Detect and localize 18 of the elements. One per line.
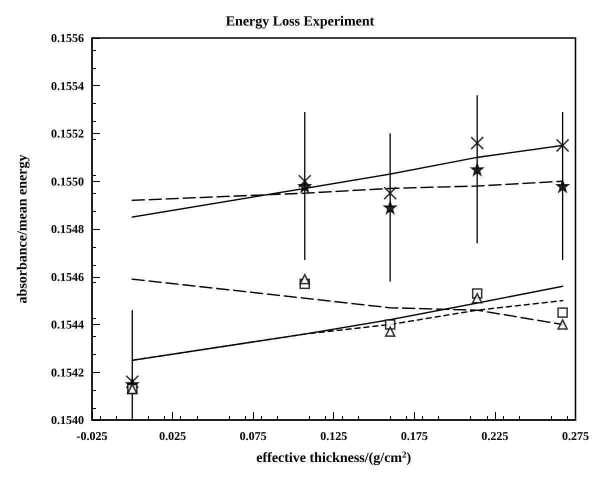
y-tick-label: 0.1540: [51, 413, 84, 427]
x-tick-label: 0.275: [562, 429, 589, 443]
chart-title: Energy Loss Experiment: [226, 14, 375, 30]
x-tick-label: -0.025: [76, 429, 108, 443]
y-tick-label: 0.1554: [51, 78, 84, 93]
y-axis-title: absorbance/mean energy: [16, 154, 30, 304]
x-tick-label: 0.125: [320, 429, 348, 443]
y-tick-label: 0.1548: [51, 222, 84, 236]
y-tick-label: 0.1542: [51, 365, 84, 380]
x-tick-label: 0.225: [481, 429, 508, 443]
y-tick-label: 0.1546: [51, 270, 84, 284]
x-tick-label: 0.025: [159, 429, 186, 443]
y-tick-label: 0.1550: [51, 174, 84, 188]
x-tick-label: 0.075: [240, 429, 267, 443]
y-tick-label: 0.1556: [51, 31, 84, 45]
y-tick-label: 0.1552: [51, 126, 84, 140]
x-tick-label: 0.175: [400, 429, 428, 443]
y-tick-label: 0.1544: [51, 318, 84, 332]
